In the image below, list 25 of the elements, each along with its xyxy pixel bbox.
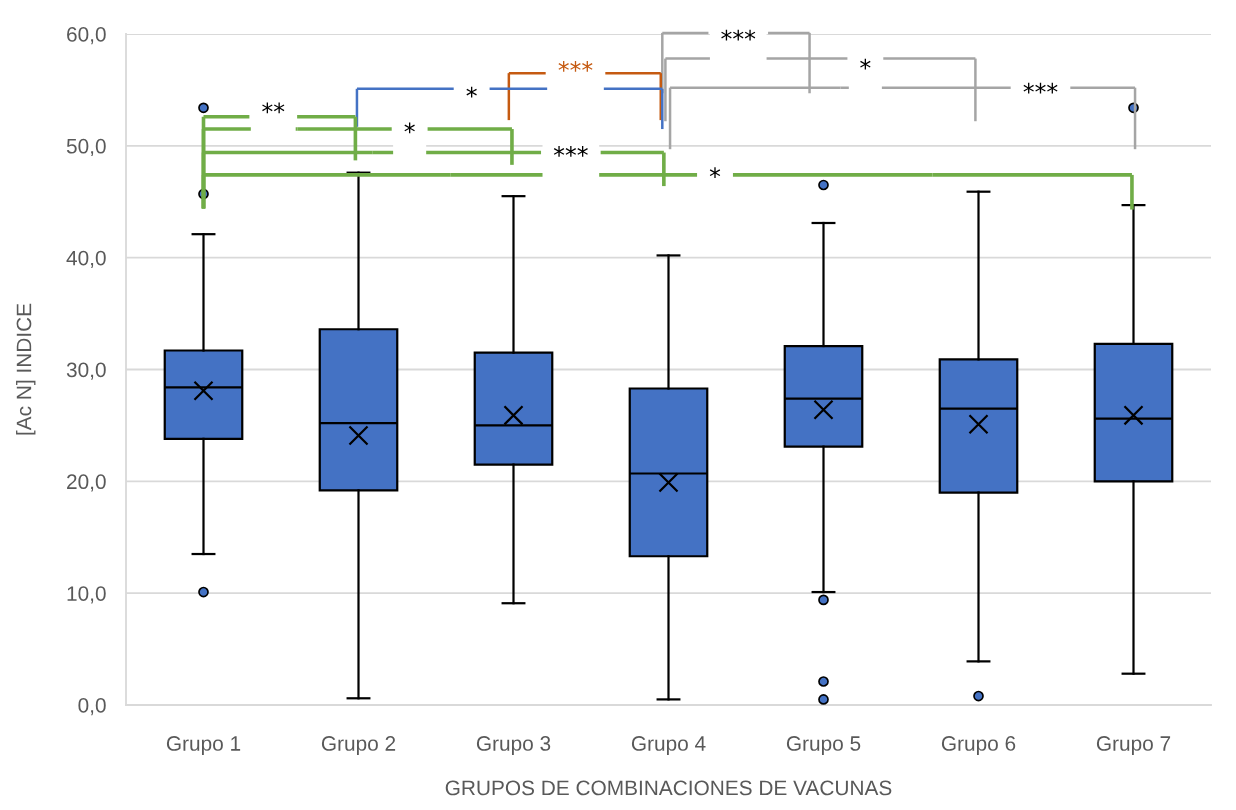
x-axis-title: GRUPOS DE COMBINACIONES DE VACUNAS — [445, 780, 892, 796]
y-axis-title: [Ac N] INDICE — [16, 303, 36, 435]
x-tick-label: Grupo 5 — [786, 736, 861, 755]
annotation: *** — [558, 61, 593, 72]
y-tick-label: 50,0 — [66, 138, 106, 157]
y-tick-label: 20,0 — [67, 474, 106, 492]
annotation: *** — [721, 29, 756, 41]
y-tick-label: 40,0 — [66, 250, 106, 268]
x-tick-label: Grupo 1 — [166, 736, 241, 755]
x-tick-label: Grupo 2 — [321, 736, 396, 755]
y-tick-label: 0,0 — [78, 698, 106, 716]
annotation: * — [860, 58, 871, 70]
x-tick-label: Grupo 3 — [476, 736, 551, 755]
annotation: * — [709, 167, 721, 179]
x-tick-label: Grupo 7 — [1096, 736, 1171, 755]
annotation: *** — [553, 146, 588, 157]
x-tick-label: Grupo 6 — [941, 736, 1016, 755]
y-tick-label: 60,0 — [67, 27, 106, 45]
annotation: * — [466, 86, 477, 98]
annotation: * — [404, 122, 415, 134]
y-tick-label: 10,0 — [67, 586, 106, 604]
y-tick-label: 30,0 — [66, 362, 106, 380]
annotation: *** — [1023, 82, 1058, 94]
annotation: ** — [262, 102, 285, 114]
x-tick-label: Grupo 4 — [631, 736, 706, 755]
